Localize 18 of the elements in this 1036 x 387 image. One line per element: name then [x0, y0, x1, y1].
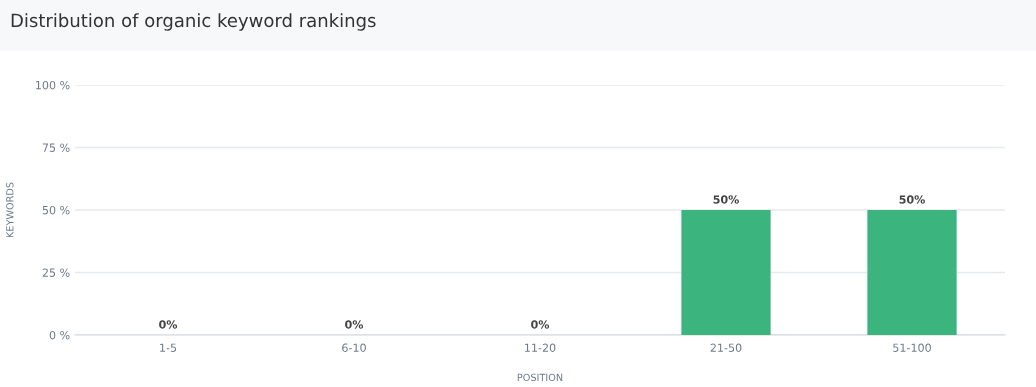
y-tick-label: 25 %: [42, 268, 70, 277]
x-tick-label: 51-100: [893, 343, 931, 352]
x-tick-label: 11-20: [525, 343, 556, 352]
y-tick-label: 100 %: [36, 80, 70, 90]
x-axis-title: POSITION: [517, 373, 563, 382]
data-label: 0%: [345, 320, 364, 329]
y-tick-label: 50 %: [42, 205, 70, 215]
data-label: 50%: [713, 195, 739, 204]
data-label: 50%: [899, 195, 925, 204]
data-label: 0%: [159, 320, 178, 329]
data-label: 0%: [531, 320, 550, 329]
x-tick-label: 6-10: [342, 343, 366, 352]
y-tick-label: 0 %: [49, 330, 70, 340]
chart-title: Distribution of organic keyword rankings: [11, 13, 376, 31]
x-tick-label: 1-5: [160, 343, 177, 352]
x-tick-label: 21-50: [710, 343, 742, 352]
y-axis-title: KEYWORDS: [6, 182, 14, 238]
y-tick-label: 75 %: [42, 143, 70, 152]
